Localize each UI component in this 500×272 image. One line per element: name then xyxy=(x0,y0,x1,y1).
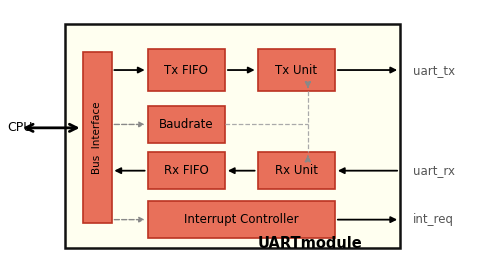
Bar xyxy=(148,106,225,143)
Text: uart_rx: uart_rx xyxy=(412,164,455,177)
Text: Baudrate: Baudrate xyxy=(159,118,214,131)
Text: Rx Unit: Rx Unit xyxy=(275,164,318,177)
Text: Tx Unit: Tx Unit xyxy=(275,64,318,76)
Text: Tx FIFO: Tx FIFO xyxy=(164,64,208,76)
Bar xyxy=(148,49,225,91)
Bar xyxy=(258,152,335,189)
Text: Rx FIFO: Rx FIFO xyxy=(164,164,208,177)
Text: Interrupt Controller: Interrupt Controller xyxy=(184,213,298,226)
Text: uart_tx: uart_tx xyxy=(412,64,455,77)
Bar xyxy=(65,24,400,248)
Text: Bus  Interface: Bus Interface xyxy=(92,101,102,174)
Bar xyxy=(148,152,225,189)
Text: CPU: CPU xyxy=(8,121,33,134)
Text: int_req: int_req xyxy=(412,213,454,226)
Bar xyxy=(148,201,335,238)
Bar xyxy=(82,52,112,223)
Bar xyxy=(258,49,335,91)
Text: UARTmodule: UARTmodule xyxy=(258,236,362,251)
